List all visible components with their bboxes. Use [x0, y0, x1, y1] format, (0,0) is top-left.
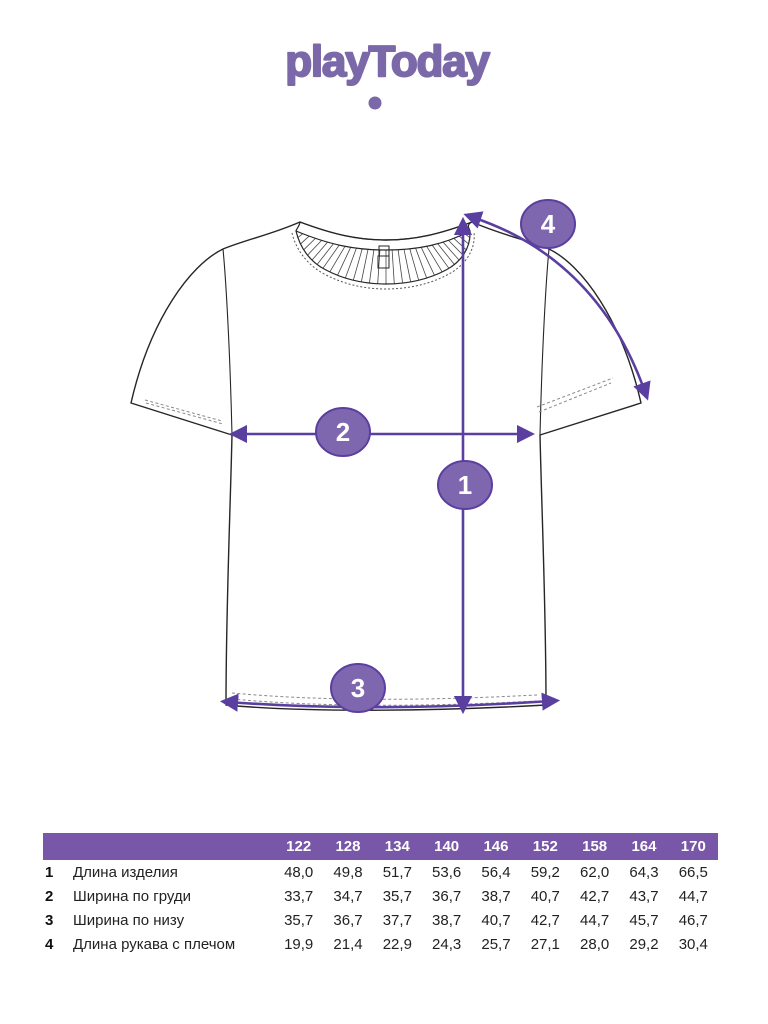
svg-text:1: 1: [458, 470, 472, 500]
svg-text:3: 3: [351, 673, 365, 703]
svg-text:4: 4: [541, 209, 556, 239]
svg-text:playToday: playToday: [285, 37, 490, 86]
svg-text:2: 2: [336, 417, 350, 447]
